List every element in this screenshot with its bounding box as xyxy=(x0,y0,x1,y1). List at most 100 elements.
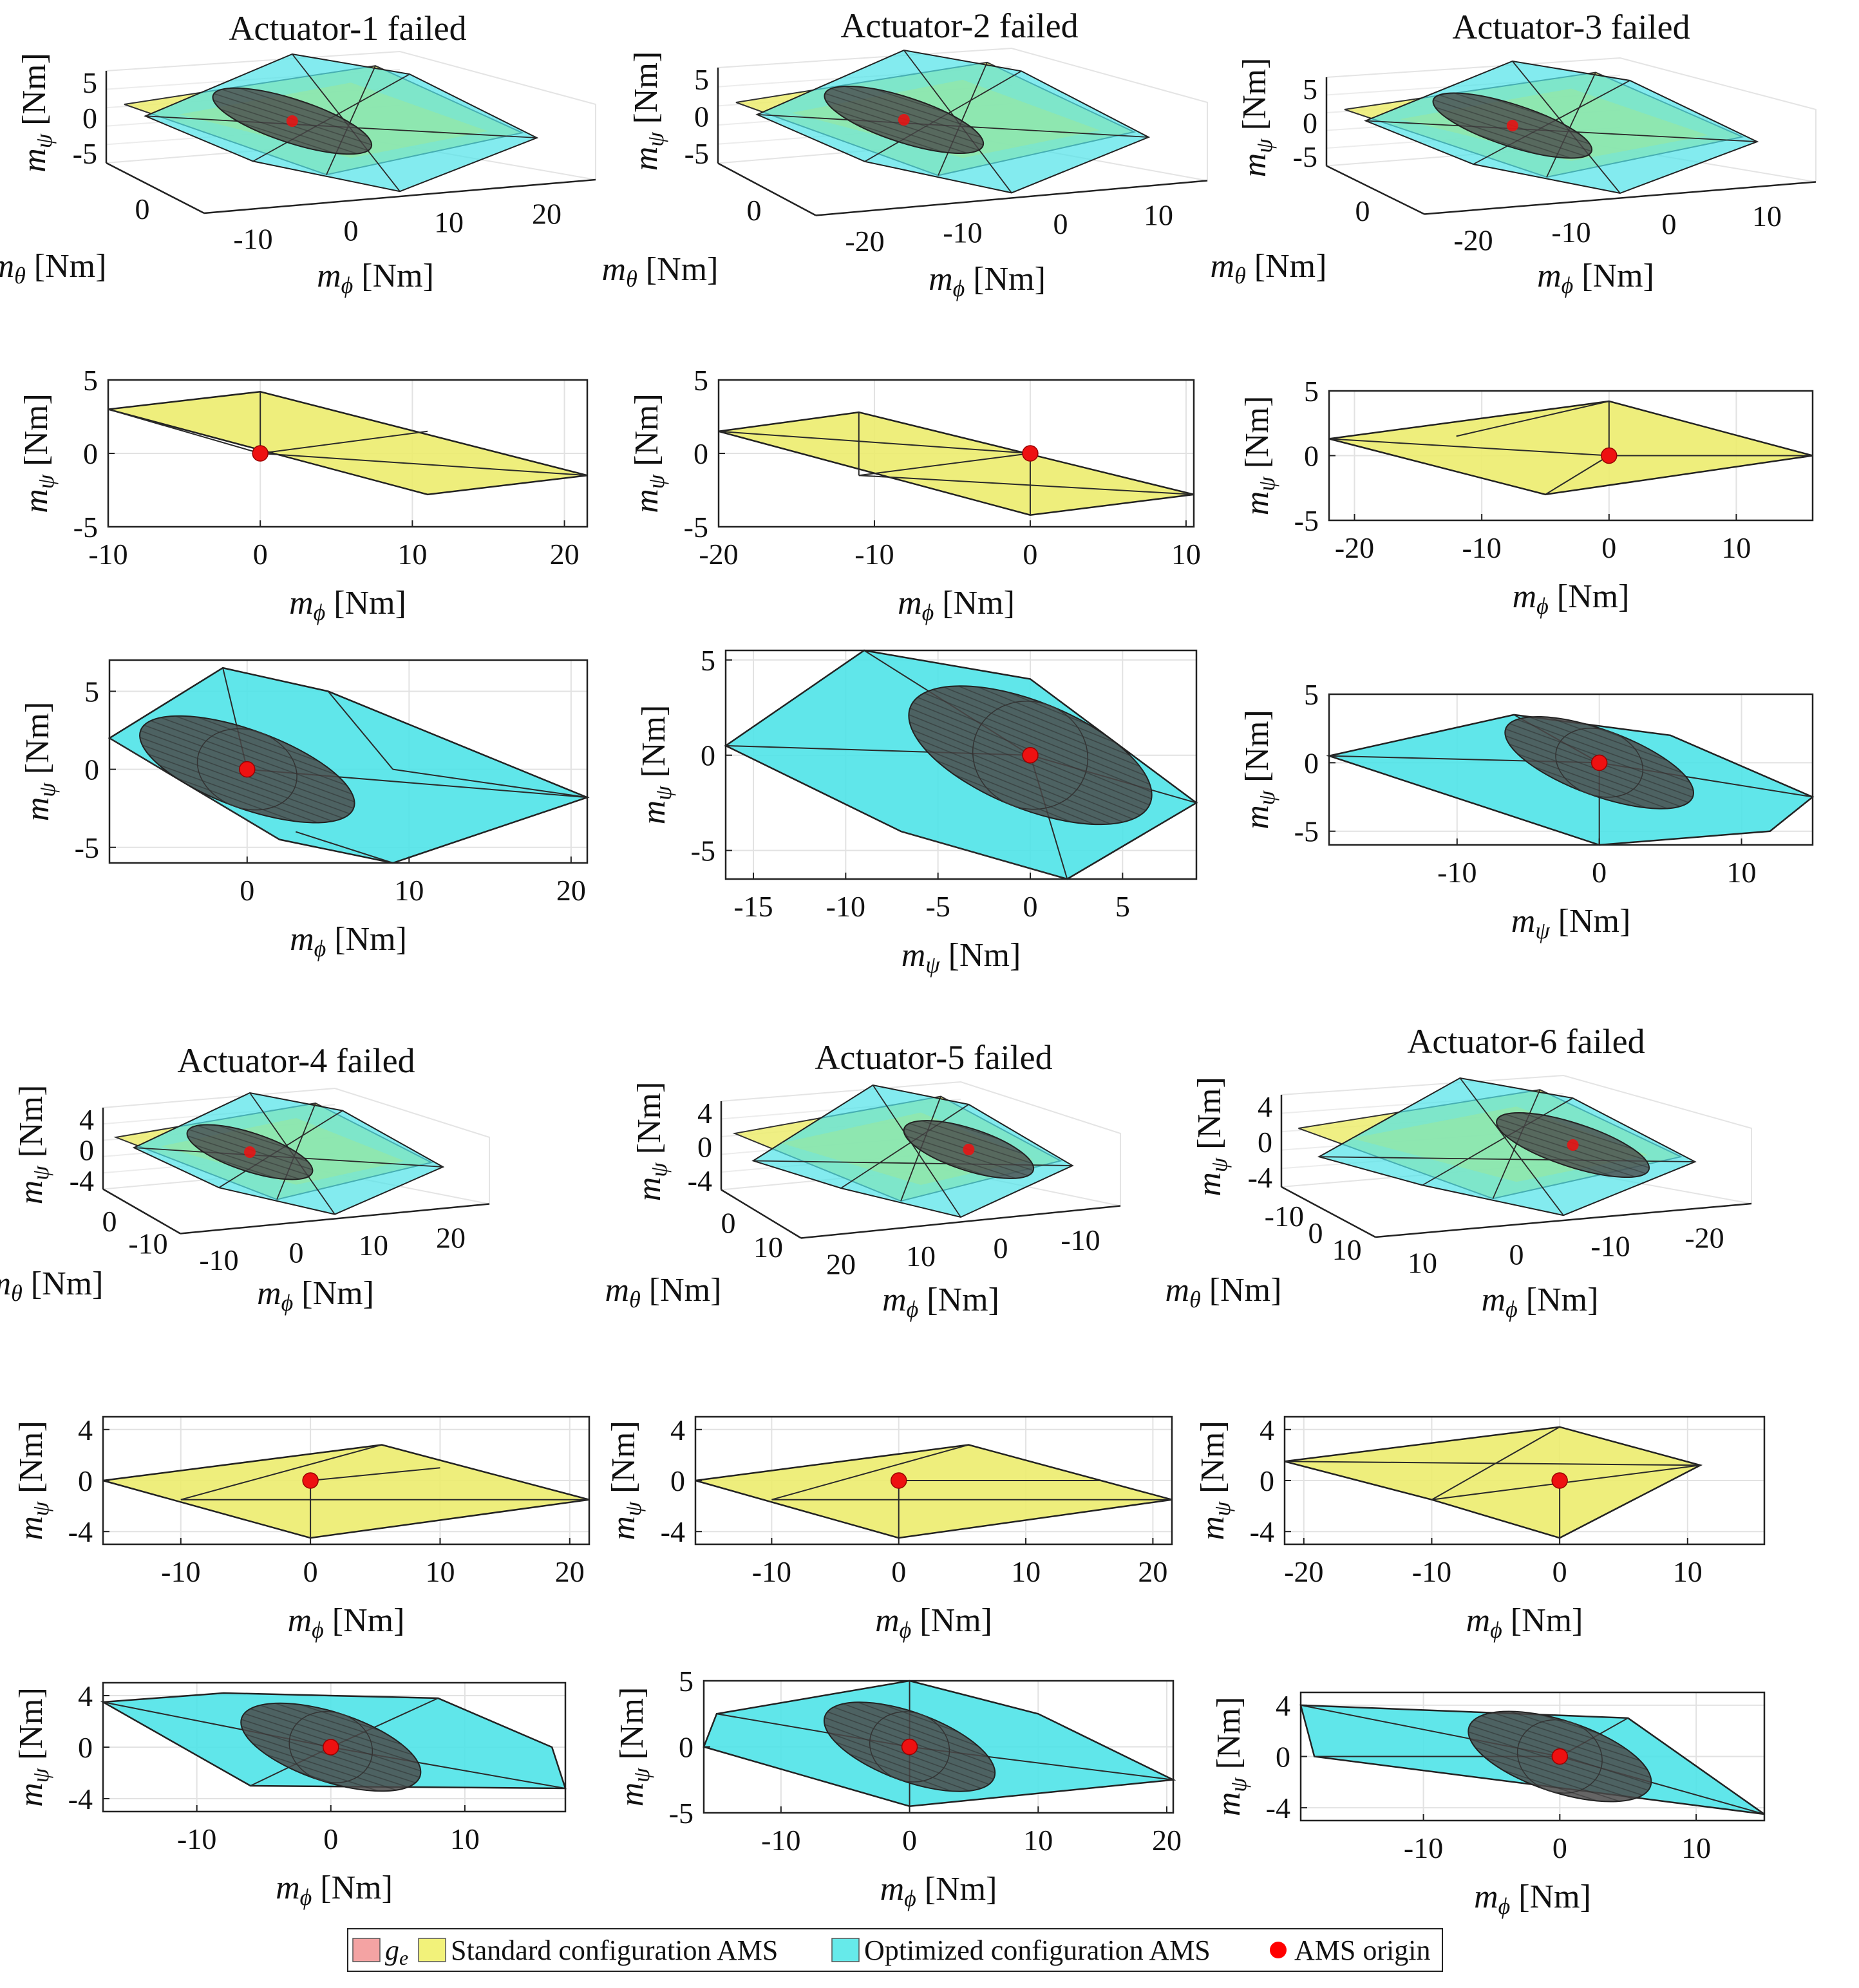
x-tick-label: -10 xyxy=(1412,1555,1451,1588)
y-axis-label: mθ [Nm] xyxy=(1211,248,1327,289)
y-axis-line xyxy=(1326,165,1425,215)
y-tick-label: 0 xyxy=(84,753,99,786)
y-tick-label: 0 xyxy=(78,1464,93,1497)
x-tick-label: 20 xyxy=(555,1555,585,1588)
standard-ams-region xyxy=(108,390,588,496)
legend-optimized-swatch xyxy=(831,1938,860,1962)
standard-ams-region xyxy=(1284,1426,1703,1539)
y-tick-label: 0 xyxy=(670,1464,685,1497)
y-axis-line xyxy=(106,162,205,214)
ams-origin-marker xyxy=(898,114,910,126)
x-axis-line xyxy=(203,178,596,214)
x-tick-label: 10 xyxy=(1681,1832,1711,1864)
y-axis-line xyxy=(102,1188,181,1235)
y-tick-label: 0 xyxy=(83,437,98,470)
z-axis-label: mψ [Nm] xyxy=(13,1085,53,1205)
polytope-edge xyxy=(1456,401,1610,437)
x-tick-label: 0 xyxy=(253,538,268,571)
y-axis-label: mψ [Nm] xyxy=(1211,1697,1251,1817)
z-tick-label: 5 xyxy=(694,63,709,96)
ams-origin-marker xyxy=(1506,120,1518,131)
x-axis-label: mϕ [Nm] xyxy=(929,261,1046,301)
ams-origin-marker xyxy=(1567,1139,1579,1151)
y-tick-label: 0 xyxy=(135,193,150,225)
x-tick-label: -10 xyxy=(761,1824,800,1857)
group-2-title: Actuator-2 failed xyxy=(840,6,1078,45)
z-tick-label: 4 xyxy=(79,1103,94,1136)
polytope-edge xyxy=(1459,1077,1564,1216)
x-tick-label: -10 xyxy=(1437,856,1477,889)
legend-standard-swatch xyxy=(418,1938,446,1962)
x-tick-label: 20 xyxy=(532,198,561,231)
axes-frame xyxy=(724,649,1198,880)
x-tick-label: 20 xyxy=(826,1247,856,1280)
ge-ellipse-meridian xyxy=(196,728,297,811)
y-tick-label: 4 xyxy=(670,1414,685,1446)
polytope-edge xyxy=(260,430,428,454)
x-tick-label: 0 xyxy=(994,1231,1008,1264)
z-tick-label: 0 xyxy=(1258,1126,1272,1159)
x-axis-line xyxy=(1424,181,1817,215)
x-tick-label: 10 xyxy=(394,874,424,907)
ams-origin-marker xyxy=(1551,1748,1569,1765)
polytope-edge xyxy=(327,690,393,770)
y-tick-label: 4 xyxy=(78,1414,93,1446)
x-tick-label: -10 xyxy=(177,1822,216,1855)
z-tick-label: -5 xyxy=(1293,140,1317,173)
polytope-edge xyxy=(260,453,588,477)
x-tick-label: 10 xyxy=(1171,538,1201,571)
y-tick-label: 5 xyxy=(701,644,715,677)
x-tick-label: -10 xyxy=(1462,531,1501,564)
x-tick-label: 20 xyxy=(436,1221,466,1254)
y-tick-label: -10 xyxy=(1265,1200,1304,1233)
x-tick-label: 5 xyxy=(1115,890,1130,923)
panel-standard-group-2: -20 -10 0 10 5 0 -5 mϕ [Nm] mψ [Nm] xyxy=(628,364,1201,625)
x-tick-label: -20 xyxy=(1335,531,1374,564)
z-tick-label: 0 xyxy=(697,1131,712,1164)
y-axis-label: mψ [Nm] xyxy=(13,1687,53,1807)
x-axis-line xyxy=(1375,1202,1752,1238)
polytope-edge xyxy=(1546,72,1596,178)
panel-standard-group-5: -10 0 10 20 4 0 -4 mϕ [Nm] mψ [Nm] xyxy=(605,1414,1173,1643)
y-tick-label: 0 xyxy=(78,1731,93,1764)
ams-origin-marker xyxy=(252,445,269,462)
x-tick-label: -15 xyxy=(733,890,773,923)
standard-ams-region xyxy=(718,411,1194,516)
ge-ellipse-meridian xyxy=(972,701,1089,810)
y-tick-label: 10 xyxy=(1332,1233,1362,1266)
x-tick-label: 0 xyxy=(1053,207,1068,240)
x-tick-label: 0 xyxy=(1592,856,1607,889)
y-tick-label: -5 xyxy=(684,511,708,544)
polytope-edge xyxy=(901,831,1068,880)
x-tick-label: -20 xyxy=(1453,223,1493,256)
polytope-edge xyxy=(1431,1426,1560,1500)
ams-origin-marker xyxy=(1590,754,1608,772)
polytope-edge xyxy=(1545,455,1610,495)
polytope-edge xyxy=(326,65,376,175)
x-tick-label: 0 xyxy=(891,1555,906,1588)
x-tick-label: -20 xyxy=(699,538,738,571)
y-tick-label: 0 xyxy=(1355,194,1370,227)
y-axis-label: mθ [Nm] xyxy=(605,1272,722,1312)
legend: ge Standard configuration AMS Optimized … xyxy=(347,1928,1443,1972)
y-axis-label: mψ [Nm] xyxy=(628,393,669,513)
panel-optimized-group-6: -10 0 10 4 0 -4 mϕ [Nm] mψ [Nm] xyxy=(1211,1689,1766,1919)
ge-ellipse-meridian xyxy=(1516,1719,1603,1794)
x-axis-label: mϕ [Nm] xyxy=(875,1602,992,1643)
y-tick-label: -4 xyxy=(1250,1515,1274,1548)
group-3-title: Actuator-3 failed xyxy=(1452,8,1690,46)
polytope-edge xyxy=(276,1103,316,1200)
panel-optimized-group-5: -10 0 10 20 5 0 -5 mϕ [Nm] mψ [Nm] xyxy=(614,1665,1182,1911)
x-tick-label: 10 xyxy=(359,1229,388,1262)
x-tick-label: -20 xyxy=(845,225,884,258)
y-tick-label: 0 xyxy=(701,739,715,772)
z-axis-label: mψ [Nm] xyxy=(1191,1077,1232,1197)
y-axis-line xyxy=(717,162,816,216)
legend-ge-label: ge xyxy=(385,1935,408,1969)
panel-optimized-group-3: -10 0 10 5 0 -5 mψ [Nm] mψ [Nm] xyxy=(1239,678,1815,943)
panel-standard-group-6: -20 -10 0 10 4 0 -4 mϕ [Nm] mψ [Nm] xyxy=(1194,1414,1766,1643)
y-tick-label: 0 xyxy=(1304,440,1319,473)
ams-origin-marker xyxy=(1022,746,1039,764)
x-tick-label: -20 xyxy=(1284,1555,1323,1588)
polytope-edge xyxy=(840,1104,969,1189)
